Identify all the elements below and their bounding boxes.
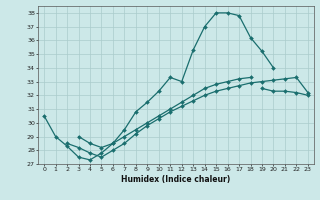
X-axis label: Humidex (Indice chaleur): Humidex (Indice chaleur)	[121, 175, 231, 184]
